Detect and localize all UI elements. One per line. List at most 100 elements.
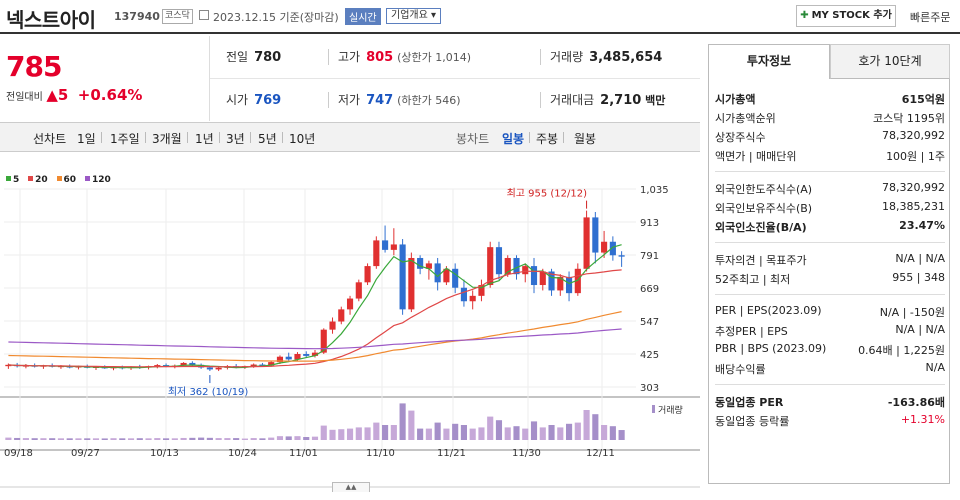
candle-body [469, 295, 476, 302]
volume-bar [311, 436, 319, 440]
legend-ma5-label: 5 [13, 175, 20, 185]
candle-body [443, 268, 450, 283]
divider [219, 132, 220, 143]
chart-toolbar: 선차트 1일 1주일 3개월 1년 3년 5년 10년 봉차트 일봉 주봉 월봉 [0, 122, 700, 152]
period-1y[interactable]: 1년 [195, 132, 214, 146]
corp-info-button[interactable]: 기업개요 ▾ [386, 8, 442, 24]
candle-body [460, 287, 467, 302]
volume-bar [539, 427, 546, 440]
candle-body [259, 364, 266, 366]
y-tick-label: 425 [640, 350, 659, 361]
info-row: 52주최고 | 최저 955 | 348 [715, 271, 945, 287]
candle-daily[interactable]: 일봉 [502, 132, 525, 146]
candlestick-svg: 1,035 913 791 669 547 425 303 09/18 09/27 10/13 10… [0, 185, 700, 488]
live-button[interactable]: 실시간 [345, 8, 381, 25]
volume-bar [241, 438, 248, 440]
mystock-add-button[interactable]: ✚ MY STOCK 추가 [796, 5, 896, 27]
info-value: 78,320,992 [882, 181, 945, 194]
candle-monthly[interactable]: 월봉 [574, 132, 597, 146]
volume-bar [557, 427, 564, 440]
stock-name: 넥스트아이 [6, 8, 96, 32]
divider [328, 49, 329, 65]
x-tick-label: 11/21 [437, 448, 466, 459]
info-value: 100원 | 1주 [886, 150, 945, 163]
period-1w[interactable]: 1주일 [110, 132, 140, 146]
info-row: PER | EPS(2023.09) N/A | -150원 [715, 304, 945, 320]
candle-body [364, 266, 371, 283]
info-label: 배당수익률 [715, 363, 766, 376]
candle-body [601, 241, 608, 253]
stat-amount-label: 거래대금 [550, 93, 595, 107]
volume-bar [364, 427, 371, 440]
stat-low: 저가 747 (하한가 546) [338, 91, 461, 108]
volume-bar [14, 437, 21, 440]
quick-order-link[interactable]: 빠른주문 [910, 11, 951, 24]
stat-volume-value: 3,485,654 [589, 50, 663, 65]
volume-bar [268, 437, 275, 440]
info-value: 0.64배 | 1,225원 [858, 344, 945, 357]
info-label: PER | EPS(2023.09) [715, 304, 822, 317]
stat-high-limit: (상한가 1,014) [397, 51, 471, 64]
divider [101, 132, 102, 143]
volume-bar [460, 425, 467, 440]
candle-body [285, 356, 292, 360]
candle-body [390, 244, 397, 250]
ma120-line [8, 328, 622, 350]
info-value: 78,320,992 [882, 129, 945, 142]
stat-amount: 거래대금 2,710 백만 [550, 91, 665, 108]
period-3m[interactable]: 3개월 [152, 132, 182, 146]
divider [328, 92, 329, 108]
volume-bar [373, 422, 380, 440]
x-tick-label: 11/01 [289, 448, 318, 459]
y-tick-label: 547 [640, 317, 659, 328]
ma-legend: 5 20 60 120 [4, 175, 115, 185]
volume-bar [522, 428, 529, 440]
volume-bar [601, 425, 608, 440]
candle-weekly[interactable]: 주봉 [536, 132, 559, 146]
period-1d[interactable]: 1일 [77, 132, 96, 146]
volume-bar [189, 437, 196, 440]
market-badge: 코스닥 [162, 9, 193, 24]
tab-invest-info[interactable]: 투자정보 [708, 44, 830, 79]
volume-bar [574, 422, 581, 440]
x-tick-label: 09/27 [71, 448, 100, 459]
volume-bar [565, 423, 573, 440]
divider [145, 132, 146, 143]
volume-bar [259, 438, 266, 440]
stock-header: 넥스트아이 137940 코스닥 2023.12.15 기준(장마감) 실시간 … [0, 0, 960, 34]
legend-ma5: 5 [4, 175, 19, 185]
info-row: 외국인한도주식수(A) 78,320,992 [715, 181, 945, 197]
candle-body [382, 240, 389, 250]
stat-high-value: 805 [366, 50, 394, 65]
info-value: 18,385,231 [882, 200, 945, 213]
volume-bar [417, 428, 424, 440]
stat-low-limit: (하한가 546) [397, 94, 461, 107]
period-10y[interactable]: 10년 [289, 132, 316, 146]
volume-bar [469, 428, 476, 440]
volume-bar [171, 438, 178, 440]
info-value: -163.86배 [887, 396, 945, 409]
period-5y[interactable]: 5년 [258, 132, 277, 146]
period-3y[interactable]: 3년 [226, 132, 245, 146]
info-tabs: 투자정보 호가 10단계 [708, 44, 950, 79]
volume-bar [145, 438, 152, 440]
info-label: 시가총액순위 [715, 112, 776, 125]
volume-bar [303, 437, 310, 440]
divider [563, 132, 564, 143]
info-label: 52주최고 | 최저 [715, 273, 791, 286]
info-row: 시가총액순위 코스닥 1195위 [715, 110, 945, 126]
volume-bar [75, 438, 82, 440]
candle-body [373, 240, 380, 267]
chart-resize-handle[interactable]: ▲▲ [332, 482, 370, 492]
info-row: 외국인소진율(B/A) 23.47% [715, 219, 945, 235]
volume-bar [66, 438, 73, 440]
candle-body [478, 285, 485, 296]
tab-orderbook[interactable]: 호가 10단계 [830, 44, 950, 79]
stat-amount-value: 2,710 [600, 93, 642, 108]
candle-body [408, 257, 415, 310]
info-value: N/A | -150원 [879, 306, 945, 319]
candle-body [565, 276, 573, 294]
candle-body [548, 271, 555, 291]
volume-bar [425, 428, 432, 440]
